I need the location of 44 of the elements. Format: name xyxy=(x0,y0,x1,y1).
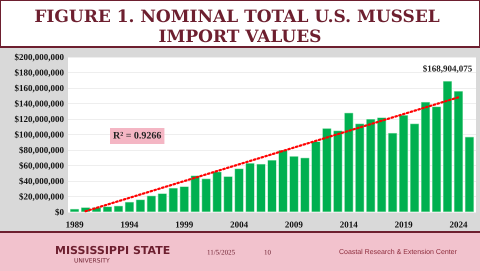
bar xyxy=(268,160,276,212)
x-tick-label: 2009 xyxy=(284,220,304,230)
bar xyxy=(102,206,112,212)
x-tick-label: 2019 xyxy=(394,220,414,230)
bar xyxy=(136,200,145,212)
y-tick-label: $120,000,000 xyxy=(14,114,64,124)
x-tick-label: 1999 xyxy=(175,220,194,230)
bar xyxy=(224,176,233,212)
y-tick-label: $0 xyxy=(55,207,64,217)
bar xyxy=(278,150,288,212)
bar xyxy=(454,91,463,212)
text: MISSISSIPPI STATE xyxy=(55,244,170,257)
bar xyxy=(300,158,310,212)
bar xyxy=(70,208,80,212)
bar xyxy=(289,156,298,212)
x-tick-label: 1994 xyxy=(120,220,139,230)
data-label: $168,904,075 xyxy=(422,64,473,74)
chart-title: FIGURE 1. NOMINAL TOTAL U.S. MUSSEL IMPORT VALUES xyxy=(34,7,446,47)
bar xyxy=(256,164,266,212)
y-tick-label: $80,000,000 xyxy=(19,145,64,155)
y-tick-label: $100,000,000 xyxy=(14,130,64,140)
annotation: R² = 0.9266 xyxy=(113,130,162,142)
bar xyxy=(246,163,255,212)
bar xyxy=(234,168,244,212)
y-tick-label: $180,000,000 xyxy=(14,68,64,78)
bar xyxy=(124,202,134,212)
bar xyxy=(311,141,320,212)
y-tick-label: $200,000,000 xyxy=(14,52,64,62)
x-tick-label: 2014 xyxy=(340,220,358,230)
bar xyxy=(464,136,474,212)
y-tick-label: $160,000,000 xyxy=(14,83,64,93)
y-tick-label: $140,000,000 xyxy=(14,98,64,108)
bar xyxy=(442,81,452,212)
bar xyxy=(399,115,408,212)
y-tick-label: $60,000,000 xyxy=(19,160,64,170)
x-tick-label: 2004 xyxy=(230,220,249,230)
bar xyxy=(410,124,420,212)
y-tick-label: $40,000,000 xyxy=(19,176,64,186)
x-tick-label: 1989 xyxy=(66,220,84,230)
y-tick-label: $20,000,000 xyxy=(19,192,64,202)
x-tick-label: 2024 xyxy=(449,220,468,230)
bar xyxy=(432,106,442,212)
bar xyxy=(421,102,430,212)
bar xyxy=(114,206,123,212)
